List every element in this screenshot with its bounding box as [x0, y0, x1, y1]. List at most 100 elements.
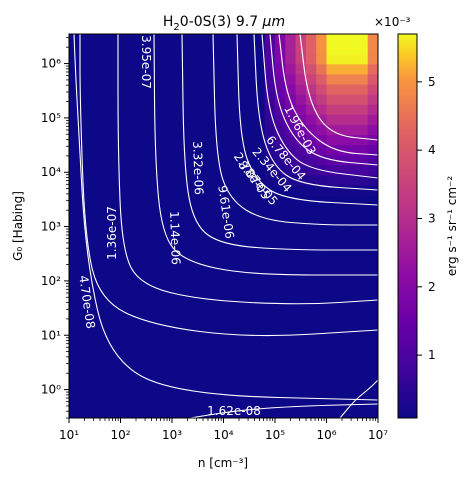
heatmap-cell	[305, 74, 317, 86]
heatmap-cell	[336, 155, 348, 166]
colorbar-tick-label: 2	[428, 280, 436, 294]
colorbar-tick-label: 1	[428, 348, 436, 362]
heatmap-cell	[305, 34, 317, 45]
heatmap-cell	[367, 34, 378, 45]
heatmap-cell	[305, 84, 317, 96]
heatmap-cell	[264, 165, 276, 177]
heatmap-cell	[264, 124, 276, 136]
heatmap-cell	[357, 185, 369, 197]
contour-line	[253, 34, 378, 191]
contour-line	[269, 34, 378, 166]
heatmap-cell	[275, 84, 286, 96]
heatmap-cell	[367, 124, 378, 136]
heatmap-cell	[316, 84, 328, 96]
heatmap-cell	[336, 114, 348, 126]
contour-line	[79, 34, 378, 337]
y-tick-label: 10⁰	[41, 383, 61, 397]
heatmap-cell	[316, 74, 328, 86]
x-tick-label: 10²	[110, 428, 130, 442]
contour-lines	[73, 34, 378, 418]
heatmap-cell	[316, 114, 328, 126]
heatmap-cell	[305, 64, 317, 76]
heatmap-cell	[326, 145, 338, 156]
heatmap-cell	[326, 44, 338, 55]
heatmap-cell	[275, 175, 286, 187]
heatmap-cell	[295, 185, 307, 197]
heatmap-cell	[326, 74, 338, 86]
contour-label: 1.14e-06	[167, 211, 183, 265]
heatmap-cell	[305, 165, 317, 177]
heatmap-cell	[285, 74, 297, 86]
heatmap-cell	[367, 155, 378, 166]
heatmap-cell	[305, 135, 317, 146]
heatmap-cell	[316, 104, 328, 116]
heatmap-cell	[357, 175, 369, 187]
heatmap-cell	[295, 114, 307, 126]
heatmap-cell	[305, 114, 317, 126]
heatmap-cell	[264, 74, 276, 86]
heatmap-cell	[347, 94, 358, 106]
heatmap-cell	[285, 94, 297, 106]
heatmap-cell	[336, 165, 348, 177]
heatmap-cell	[316, 155, 328, 166]
heatmap-cell	[285, 155, 297, 166]
heatmap-cell	[367, 175, 378, 187]
x-tick-label: 10⁷	[368, 428, 388, 442]
contour-line	[117, 34, 378, 305]
heatmap-cell	[336, 135, 348, 146]
y-tick-label: 10⁵	[41, 111, 61, 125]
heatmap-cell	[305, 124, 317, 136]
heatmap-cell	[357, 135, 369, 146]
heatmap-cell	[316, 185, 328, 197]
contour-line	[261, 34, 378, 179]
colorbar-gradient	[397, 33, 418, 419]
heatmap-cell	[295, 44, 307, 55]
heatmap-cell	[357, 54, 369, 65]
heatmap-cell	[264, 175, 276, 187]
heatmap-cell	[285, 44, 297, 55]
heatmap-cell	[264, 64, 276, 76]
heatmap-cell	[305, 175, 317, 187]
colorbar-tick-label: 3	[428, 211, 436, 225]
title-species: H	[163, 14, 174, 30]
heatmap-cell	[347, 64, 358, 76]
heatmap-cell	[264, 135, 276, 146]
contour-line	[278, 34, 378, 156]
heatmap-cell	[295, 124, 307, 136]
heatmap-cell	[326, 84, 338, 96]
x-axis-label: n [cm⁻³]	[198, 456, 248, 470]
colorbar-ticks: 1 2 3 4 5	[417, 75, 436, 362]
heatmap-cell	[336, 34, 348, 45]
heatmap-cell	[357, 34, 369, 45]
heatmap-cell	[336, 44, 348, 55]
contour-line	[212, 34, 378, 226]
heatmap-cell	[326, 165, 338, 177]
heatmap-cell	[336, 145, 348, 156]
heatmap-cell	[357, 124, 369, 136]
heatmap-cell	[275, 145, 286, 156]
heatmap-cell	[347, 44, 358, 55]
heatmap-cell	[367, 135, 378, 146]
heatmap-cell	[305, 44, 317, 55]
heatmap-cell	[305, 145, 317, 156]
heatmap-cell	[285, 104, 297, 116]
y-axis-label: G₀ [Habing]	[11, 191, 25, 261]
heatmap-cell	[357, 104, 369, 116]
heatmap-cell	[336, 175, 348, 187]
heatmap-cell	[336, 84, 348, 96]
heatmap-cell	[336, 104, 348, 116]
heatmap-cell	[326, 94, 338, 106]
heatmap-cell	[336, 94, 348, 106]
contour-label: 3.95e-07	[139, 35, 153, 89]
heatmap-cell	[285, 114, 297, 126]
heatmap-cell	[285, 84, 297, 96]
x-tick-label: 10⁵	[265, 428, 285, 442]
contour-line	[236, 34, 378, 206]
heatmap-cell	[316, 135, 328, 146]
heatmap-cell	[367, 44, 378, 55]
heatmap-cell	[357, 84, 369, 96]
heatmap-cell	[305, 185, 317, 197]
heatmap-cell	[295, 74, 307, 86]
heatmap-cell	[285, 175, 297, 187]
heatmap-cell	[264, 54, 276, 65]
